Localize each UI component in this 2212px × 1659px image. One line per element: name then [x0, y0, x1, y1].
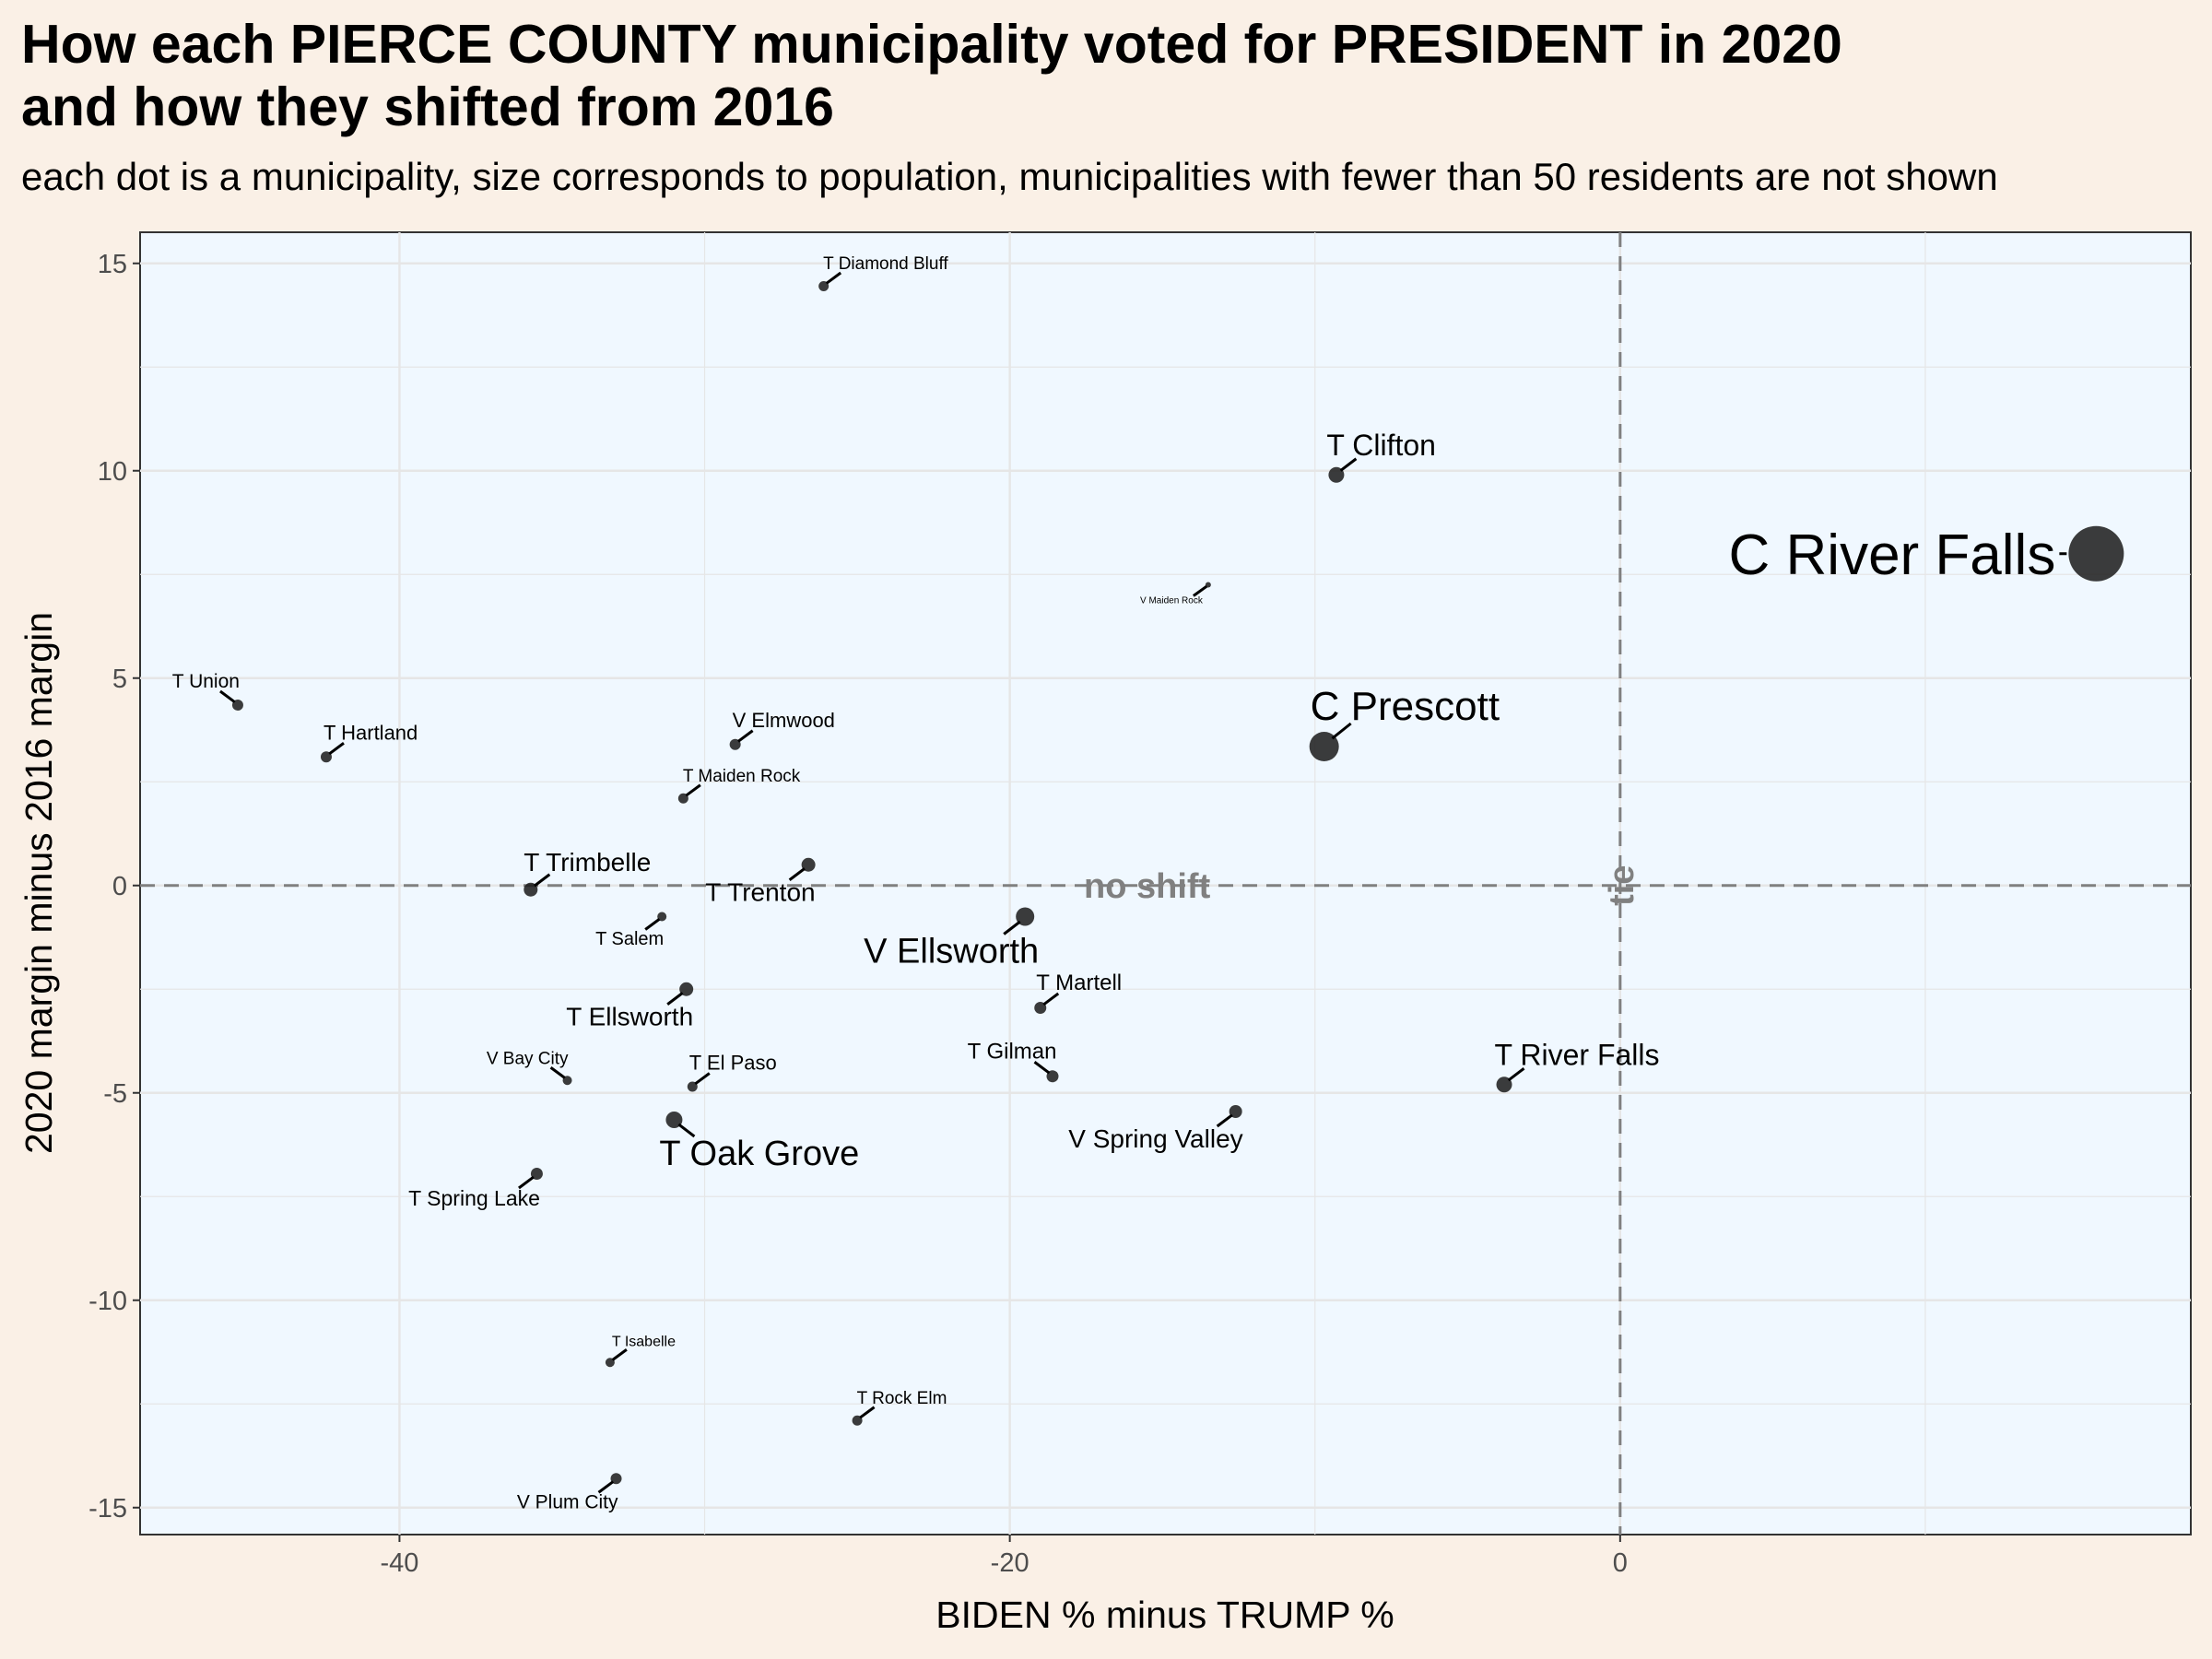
point-label: T Salem	[595, 929, 664, 949]
point-label: T Union	[172, 671, 240, 692]
data-point	[1229, 1105, 1242, 1118]
data-point	[610, 1473, 622, 1485]
y-tick-label: -10	[88, 1287, 127, 1316]
point-label: T Ellsworth	[566, 1003, 693, 1031]
data-point	[524, 882, 538, 897]
data-point	[320, 751, 332, 763]
point-label: T Hartland	[324, 721, 418, 744]
point-label: V Bay City	[487, 1049, 569, 1068]
x-axis-title: BIDEN % minus TRUMP %	[935, 1594, 1394, 1636]
data-point	[1205, 582, 1211, 588]
point-label: T Diamond Bluff	[823, 254, 948, 274]
y-tick-label: -15	[88, 1494, 127, 1524]
data-point	[2068, 525, 2124, 582]
chart-subtitle: each dot is a municipality, size corresp…	[21, 155, 1998, 198]
label-leader-line	[328, 742, 345, 756]
y-tick-label: 15	[98, 250, 127, 279]
label-leader-line	[685, 783, 701, 797]
data-point	[562, 1076, 572, 1086]
data-point	[665, 1112, 683, 1128]
label-leader-line	[644, 918, 661, 931]
label-leader-line	[666, 992, 684, 1006]
label-leader-line	[534, 873, 551, 888]
point-label: T Trimbelle	[524, 848, 651, 877]
plot-panel	[139, 231, 2192, 1535]
point-label: C River Falls	[1729, 524, 2056, 587]
no-shift-label: no shift	[1084, 867, 1211, 906]
point-labels: C River Falls T Clifton V Maiden Rock C Pre…	[172, 254, 2067, 1512]
data-point	[1328, 466, 1345, 483]
data-points	[231, 281, 2124, 1485]
point-label: T Spring Lake	[408, 1186, 540, 1210]
label-leader-line	[1042, 992, 1060, 1006]
y-axis-title: 2020 margin minus 2016 margin	[18, 612, 60, 1154]
point-label: V Ellsworth	[864, 933, 1039, 971]
label-leader-line	[1192, 584, 1208, 597]
label-leader-line	[1003, 920, 1021, 935]
point-label: T Rock Elm	[857, 1389, 947, 1408]
point-label: V Plum City	[517, 1491, 618, 1512]
point-label: T Clifton	[1326, 429, 1436, 462]
data-point	[1034, 1002, 1047, 1014]
y-tick-label: 0	[112, 872, 127, 901]
data-point	[677, 793, 688, 804]
label-leader-line	[677, 1123, 696, 1138]
reference-lines: no shift tie	[140, 232, 2191, 1535]
data-point	[1496, 1077, 1512, 1093]
label-leader-line	[518, 1175, 535, 1190]
point-label: T Martell	[1036, 971, 1122, 995]
data-point	[1309, 732, 1339, 761]
label-leader-line	[859, 1406, 876, 1419]
point-label: T El Paso	[689, 1052, 777, 1075]
x-tick-label: -20	[991, 1548, 1030, 1578]
label-leader-line	[549, 1066, 566, 1079]
data-point	[852, 1415, 863, 1426]
label-leader-line	[1331, 722, 1352, 740]
label-leader-line	[1507, 1067, 1525, 1082]
data-point	[231, 700, 243, 711]
point-label: T Oak Grove	[659, 1135, 859, 1173]
point-label: V Elmwood	[733, 709, 835, 732]
label-leader-line	[1033, 1061, 1051, 1075]
point-label: T Maiden Rock	[683, 767, 801, 786]
data-point	[679, 982, 694, 996]
chart-title: How each PIERCE COUNTY municipality vote…	[21, 14, 1842, 137]
data-point	[818, 281, 830, 291]
label-leader-line	[694, 1072, 711, 1086]
point-label: T River Falls	[1495, 1038, 1660, 1071]
point-label: V Spring Valley	[1068, 1124, 1242, 1153]
data-point	[605, 1358, 615, 1368]
data-point	[729, 738, 741, 750]
data-point	[1046, 1070, 1059, 1083]
label-leader-line	[219, 689, 236, 703]
point-label: T Isabelle	[612, 1334, 676, 1349]
data-point	[657, 912, 667, 922]
minor-gridlines	[140, 232, 2191, 1535]
data-point	[687, 1081, 698, 1092]
label-leader-line	[825, 271, 842, 285]
label-leader-line	[788, 867, 806, 881]
point-label: V Maiden Rock	[1140, 596, 1204, 606]
x-tick-label: -40	[380, 1548, 418, 1578]
point-label: C Prescott	[1311, 684, 1500, 729]
data-point	[1016, 907, 1035, 926]
point-label: T Trenton	[705, 878, 815, 907]
point-label: T Gilman	[968, 1039, 1057, 1064]
tie-label: tie	[1603, 865, 1641, 906]
label-leader-line	[611, 1348, 628, 1361]
y-tick-label: 10	[98, 457, 127, 487]
data-point	[801, 857, 816, 872]
data-point	[530, 1168, 543, 1180]
y-tick-label: 5	[112, 665, 127, 694]
y-tick-label: -5	[103, 1079, 127, 1109]
label-leader-line	[737, 729, 754, 743]
axes: -40 -20 0 -15 -10 -5 0 5 10 15	[88, 250, 1628, 1578]
label-leader-line	[1216, 1113, 1233, 1128]
label-leader-line	[597, 1480, 615, 1494]
x-tick-label: 0	[1613, 1548, 1628, 1578]
label-leader-line	[1339, 457, 1358, 472]
